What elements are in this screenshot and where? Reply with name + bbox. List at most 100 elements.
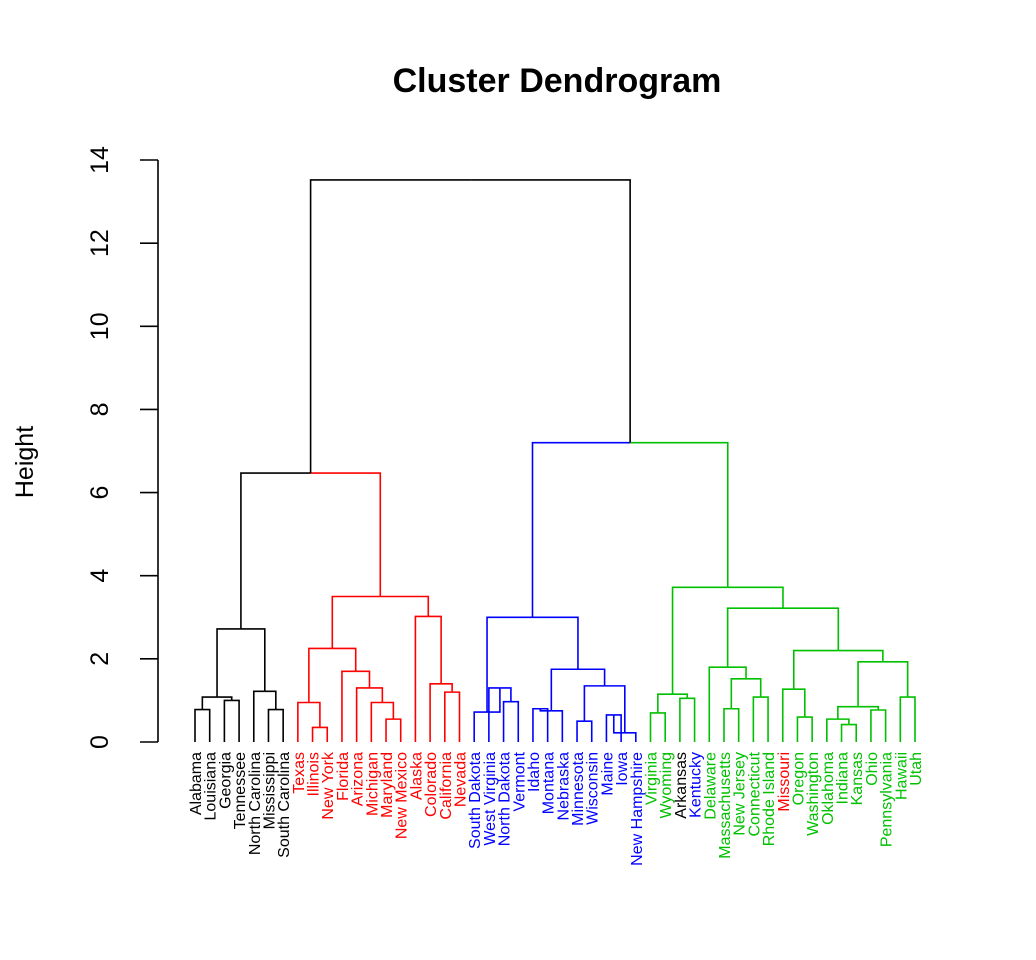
y-axis-label: Height xyxy=(11,426,39,498)
branch-right-segment xyxy=(332,647,357,672)
branch-right-segment xyxy=(382,701,395,720)
branch-left-segment xyxy=(252,690,265,742)
branch-right-segment xyxy=(584,720,593,742)
branch-right-segment xyxy=(837,718,850,725)
dendrogram-branch-m13 xyxy=(308,647,357,703)
leaf-label: California xyxy=(438,752,455,820)
y-tick-label: 0 xyxy=(86,735,114,749)
leaf-label: Arkansas xyxy=(673,752,690,819)
branch-left-segment xyxy=(612,714,625,734)
dendrogram-branch-m48 xyxy=(531,441,729,618)
dendrogram-branch-m41 xyxy=(870,709,887,742)
leaf-label: Georgia xyxy=(217,752,234,809)
dendrogram-branch-m18 xyxy=(240,472,382,629)
leaf-label: North Carolina xyxy=(247,752,264,855)
branch-right-segment xyxy=(746,678,762,698)
dendrogram-branch-m47 xyxy=(671,586,784,695)
branch-left-segment xyxy=(723,707,732,742)
leaf-label: South Dakota xyxy=(467,752,484,849)
dendrogram-branch-m17 xyxy=(331,595,430,649)
branch-left-segment xyxy=(488,687,500,742)
branch-left-segment xyxy=(429,683,442,742)
leaf-label: Idaho xyxy=(526,752,543,792)
dendrogram-branch-m29 xyxy=(486,616,579,713)
branch-right-segment xyxy=(858,705,880,710)
leaf-label: Kentucky xyxy=(688,752,705,818)
leaf-label: Virginia xyxy=(644,752,661,805)
branch-left-segment xyxy=(223,699,232,742)
branch-right-segment xyxy=(727,586,784,609)
branch-right-segment xyxy=(310,472,382,597)
branch-right-segment xyxy=(499,687,512,702)
branch-right-segment xyxy=(540,707,549,742)
branch-left-segment xyxy=(531,441,631,618)
branch-left-segment xyxy=(708,666,728,742)
dendrogram-branch-m19 xyxy=(502,700,520,742)
branch-right-segment xyxy=(604,685,626,733)
dendrogram-branch-m42 xyxy=(837,705,880,720)
leaf-label: New Jersey xyxy=(732,752,749,836)
y-axis: 0 2 4 6 8 10 12 14 xyxy=(86,146,159,749)
branch-left-segment xyxy=(576,720,585,742)
branch-right-segment xyxy=(428,615,442,684)
branch-left-segment xyxy=(752,696,761,742)
leaf-label: Minnesota xyxy=(570,752,587,826)
branch-right-segment xyxy=(441,683,453,693)
leaf-label: Texas xyxy=(291,752,308,794)
leaf-label: Kansas xyxy=(849,752,866,805)
leaf-label: New Hampshire xyxy=(629,752,646,866)
branch-left-segment xyxy=(726,607,783,668)
dendrogram-branch-m20 xyxy=(488,687,512,742)
branch-left-segment xyxy=(502,700,511,742)
dendrogram-branch-m4 xyxy=(267,708,284,742)
branch-left-segment xyxy=(240,472,311,629)
leaf-label: New Mexico xyxy=(394,752,411,839)
branch-right-segment xyxy=(532,616,579,670)
branch-right-segment xyxy=(380,595,430,617)
branch-right-segment xyxy=(393,718,402,742)
branch-left-segment xyxy=(297,701,309,742)
leaf-label: Missouri xyxy=(776,752,793,812)
leaf-label: Delaware xyxy=(702,752,719,820)
leaf-label: Hawaii xyxy=(893,752,910,800)
dendrogram-branch-m26 xyxy=(612,714,637,742)
leaf-label: Oregon xyxy=(790,752,807,805)
y-tick-label: 12 xyxy=(86,229,114,257)
leaf-label: Vermont xyxy=(511,751,528,811)
dendrogram-branch-m5 xyxy=(252,690,277,742)
dendrogram-branch-m38 xyxy=(781,688,806,742)
branch-right-segment xyxy=(240,628,266,692)
leaf-label: Nevada xyxy=(452,752,469,807)
leaf-label: Louisiana xyxy=(203,752,220,821)
leaf-label: Massachusetts xyxy=(717,752,734,859)
leaf-label: Nebraska xyxy=(555,752,572,821)
leaf-label: West Virginia xyxy=(482,752,499,846)
branch-right-segment xyxy=(319,726,329,742)
branch-left-segment xyxy=(657,693,673,713)
dendrogram-branch-m23 xyxy=(539,708,564,742)
leaf-label: Michigan xyxy=(364,752,381,816)
branch-left-segment xyxy=(781,688,794,742)
dendrogram-branch-m2 xyxy=(223,699,240,742)
leaf-label: Wyoming xyxy=(658,752,675,819)
dendrogram-branch-m44 xyxy=(857,660,909,707)
branch-right-segment xyxy=(882,660,909,698)
branch-right-segment xyxy=(202,708,211,742)
branch-right-segment xyxy=(804,716,813,742)
y-tick-label: 8 xyxy=(86,402,114,416)
leaf-label: Oklahoma xyxy=(820,752,837,825)
leaf-label: Rhode Island xyxy=(761,752,778,846)
leaf-label: Connecticut xyxy=(746,751,763,836)
branch-right-segment xyxy=(510,700,520,742)
y-tick-label: 6 xyxy=(86,486,114,500)
dendrogram-branch-m11 xyxy=(355,687,384,742)
leaf-label: Arizona xyxy=(350,752,367,806)
branch-left-segment xyxy=(194,708,203,742)
dendrogram-branch-m49 xyxy=(309,179,631,474)
branch-left-segment xyxy=(341,670,356,742)
leaf-label: Maine xyxy=(599,752,616,796)
branch-left-segment xyxy=(899,696,908,742)
branch-left-segment xyxy=(649,712,658,742)
